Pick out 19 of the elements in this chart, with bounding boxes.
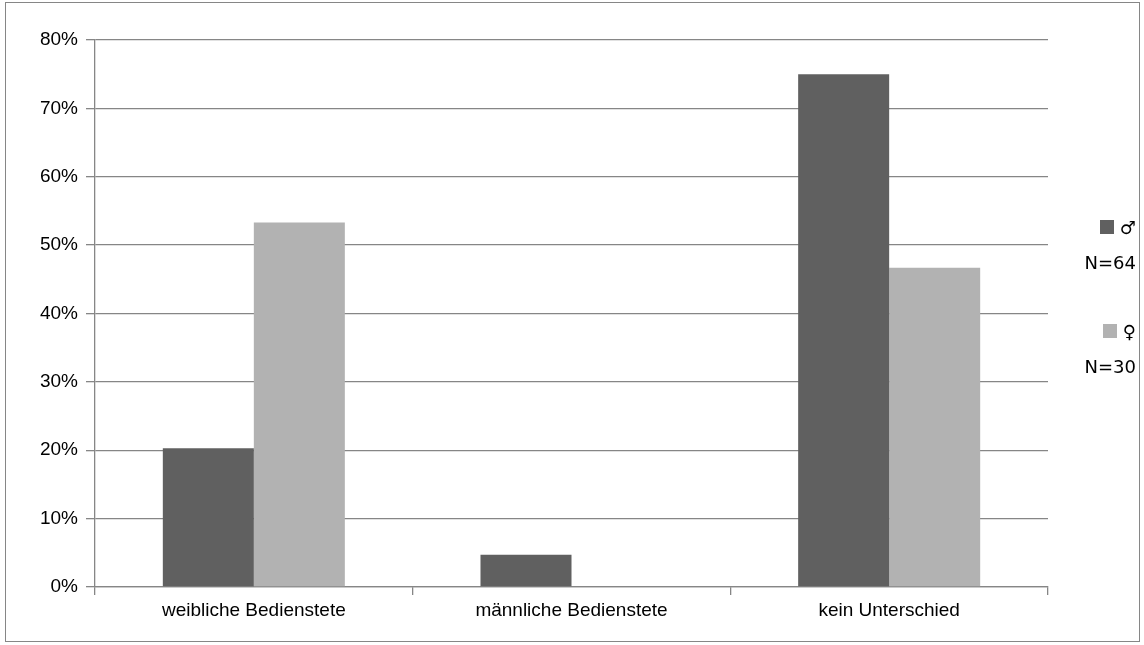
y-tick-label: 70% — [39, 96, 79, 118]
bar — [253, 222, 345, 587]
y-tick-label: 0% — [50, 575, 79, 597]
bar — [889, 267, 981, 587]
y-tick-label: 20% — [39, 438, 79, 460]
y-tick-label: 50% — [39, 233, 79, 255]
x-tick-label: männliche Bedienstete — [475, 598, 668, 620]
bar — [162, 448, 254, 587]
y-tick-label: 10% — [39, 506, 79, 528]
bar — [798, 74, 890, 587]
x-tick-label: weibliche Bedienstete — [160, 598, 346, 620]
y-tick-label: 30% — [39, 370, 79, 392]
bar — [480, 554, 572, 587]
legend-label: ♂ N=64 — [1083, 216, 1136, 275]
y-tick-label: 40% — [39, 301, 79, 323]
legend-label: ♀ N=30 — [1083, 320, 1136, 379]
y-tick-label: 80% — [39, 28, 79, 50]
y-tick-label: 60% — [39, 164, 79, 186]
x-tick-label: kein Unterschied — [818, 598, 960, 620]
